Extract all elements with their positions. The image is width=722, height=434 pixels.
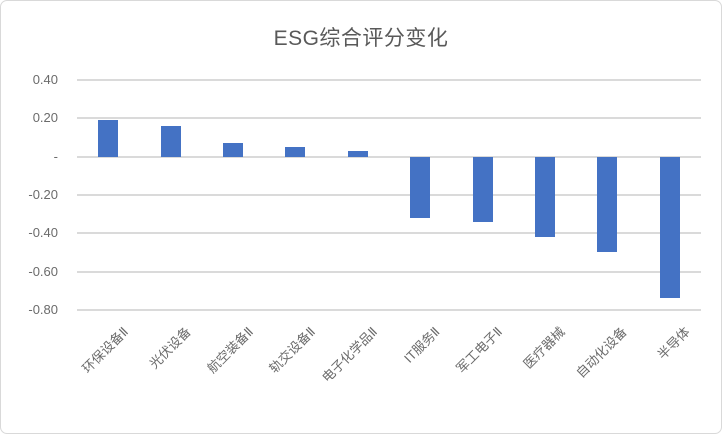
- gridline: [77, 79, 701, 81]
- bar-医疗器械: [535, 156, 555, 238]
- y-tick-label: -0.60: [28, 263, 58, 279]
- gridline: [77, 155, 701, 158]
- x-tick-label: 轨交设备Ⅱ: [266, 324, 319, 377]
- y-axis-labels: 0.40 0.20 - -0.20 -0.40 -0.60 -0.80: [1, 1, 58, 433]
- bar-电子化学品Ⅱ: [347, 150, 368, 157]
- gridline: [77, 117, 701, 120]
- bar-环保设备Ⅱ: [98, 120, 119, 157]
- y-tick-label: 0.40: [32, 72, 58, 87]
- x-tick-label: 医疗器械: [520, 324, 568, 372]
- bar-半导体: [659, 156, 680, 299]
- x-tick-label: 环保设备Ⅱ: [79, 324, 131, 377]
- y-tick-label: -: [53, 148, 58, 164]
- chart-title: ESG综合评分变化: [273, 27, 449, 50]
- x-axis-labels: 环保设备Ⅱ 光伏设备 航空装备Ⅱ 轨交设备Ⅱ 电子化学品Ⅱ IT服务Ⅱ 军工电子Ⅱ 医疗器械自…: [77, 318, 701, 428]
- gridline: [77, 232, 701, 235]
- bar-光伏设备: [160, 126, 181, 157]
- gridline: [77, 194, 701, 196]
- y-tick-label: -0.80: [28, 302, 58, 317]
- x-tick-label: 军工电子Ⅱ: [453, 324, 506, 377]
- x-tick-label: IT服务Ⅱ: [401, 324, 443, 366]
- bar-航空装备Ⅱ: [223, 143, 243, 157]
- gridline: [77, 270, 701, 273]
- y-tick-label: -0.40: [28, 225, 58, 241]
- y-tick-label: 0.20: [32, 110, 58, 126]
- x-tick-label: 半导体: [654, 324, 693, 363]
- y-tick-label: -0.20: [28, 187, 58, 202]
- x-tick-label: 光伏设备: [145, 324, 194, 372]
- x-tick-label: 自动化设备: [573, 324, 631, 381]
- gridline: [77, 309, 701, 311]
- plot-area: [77, 79, 701, 311]
- bar-IT服务Ⅱ: [410, 156, 431, 218]
- bar-轨交设备Ⅱ: [285, 147, 306, 157]
- x-tick-label: 电子化学品Ⅱ: [319, 324, 381, 386]
- bar-自动化设备: [597, 156, 618, 253]
- bar-军工电子Ⅱ: [472, 156, 493, 222]
- x-tick-label: 航空装备Ⅱ: [203, 324, 256, 377]
